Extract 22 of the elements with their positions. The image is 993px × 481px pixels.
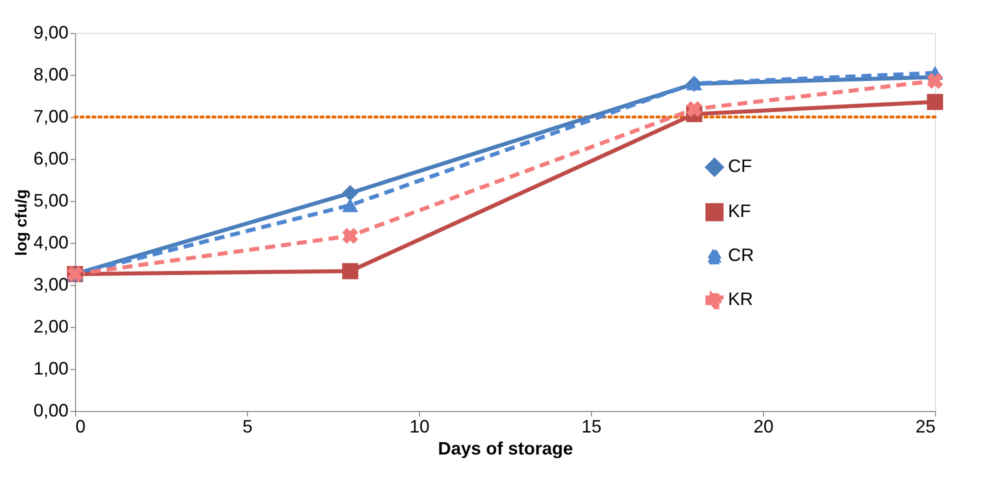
x-tick-label: 0: [76, 416, 86, 436]
x-tick-label: 15: [581, 416, 602, 436]
y-tick-label: 6,00: [33, 148, 68, 168]
x-tick-label: 20: [753, 416, 774, 436]
x-tick-label: 25: [915, 416, 936, 436]
y-axis-title: log cfu/g: [13, 189, 30, 256]
y-tick-label: 5,00: [33, 190, 68, 210]
y-tick-label: 8,00: [33, 64, 68, 84]
y-tick-label: 0,00: [33, 400, 68, 420]
x-axis-title: Days of storage: [438, 438, 574, 458]
y-tick-label: 3,00: [33, 274, 68, 294]
x-tick-label: 5: [242, 416, 253, 436]
y-tick-label: 7,00: [33, 106, 68, 126]
legend-label: KR: [728, 289, 754, 310]
legend-label: KF: [728, 201, 752, 222]
legend-label: CR: [728, 245, 754, 266]
y-tick-label: 1,00: [33, 358, 68, 378]
y-tick-label: 2,00: [33, 316, 68, 336]
legend-label: CF: [728, 156, 752, 176]
x-tick-label: 10: [409, 416, 430, 436]
y-tick-label: 9,00: [33, 22, 68, 42]
y-tick-label: 4,00: [33, 232, 68, 252]
